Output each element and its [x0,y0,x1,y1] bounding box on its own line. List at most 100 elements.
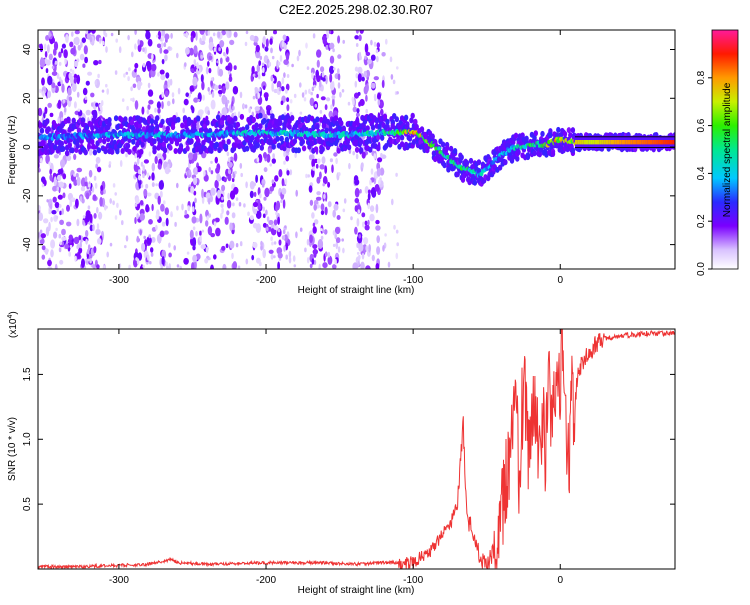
spectrogram-noise-cell [376,42,380,49]
spectrogram-noise-cell [199,37,202,45]
spectrogram-noise-cell [85,192,90,200]
spectrogram-noise-cell [354,80,358,88]
spectrogram-noise-cell [66,204,70,212]
spectrogram-noise-cell [38,107,43,117]
spectrogram-noise-cell [184,209,188,216]
spectrogram-ridge-halo [403,114,409,121]
spectrogram-noise-cell [250,74,254,82]
spectrogram-tail-core [672,140,675,145]
spectrogram-noise-cell [91,102,94,107]
spectrogram-ridge-halo [107,117,112,123]
spectrogram-noise-cell [44,106,48,115]
spectrogram-noise-cell [224,101,228,109]
spectrogram-noise-cell [252,95,256,100]
spectrogram-noise-cell [352,262,358,269]
spectrogram-x-tick-label: -300 [109,275,129,286]
spectrogram-noise-cell [75,198,79,209]
spectrogram-noise-cell [261,72,266,77]
spectrogram-x-tick-label: -100 [403,275,423,286]
spectrogram-noise-cell [123,73,126,78]
spectrogram-tail-core [652,140,657,145]
spectrogram-noise-cell [201,188,204,199]
spectrogram-ridge-halo [452,148,458,154]
spectrogram-ridge-halo [258,123,263,130]
spectrogram-noise-cell [229,39,235,46]
spectrogram-tail-core [599,140,604,145]
spectrogram-noise-cell [315,163,319,169]
spectrogram-noise-cell [89,224,94,232]
spectrogram-ridge-halo [390,119,395,126]
spectrogram-noise-cell [264,187,270,198]
spectrogram-noise-cell [125,235,129,242]
spectrogram-noise-cell [227,192,230,200]
spectrogram-noise-cell [147,89,154,97]
spectrogram-noise-cell [322,77,326,82]
spectrogram-noise-cell [281,40,285,48]
spectrogram-noise-cell [364,186,369,194]
spectrogram-noise-cell [227,169,232,175]
spectrogram-noise-cell [315,196,322,201]
spectrogram-noise-cell [239,162,243,169]
spectrogram-noise-cell [363,70,367,78]
spectrogram-noise-cell [262,67,265,73]
spectrogram-heatmap [38,30,675,269]
colorbar-scale [711,29,739,270]
snr-panel: -300 -200 -100 0 0.5 1.0 1.5 Height of straig… [7,311,676,596]
spectrogram-tail-core [603,140,608,145]
spectrogram-ridge-halo [300,138,305,145]
spectrogram-noise-cell [52,37,55,44]
spectrogram-noise-cell [214,84,219,91]
spectrogram-noise-cell [282,34,287,41]
spectrogram-noise-cell [291,63,294,68]
spectrogram-noise-cell [327,181,331,188]
spectrogram-noise-cell [60,48,64,54]
spectrogram-noise-cell [185,47,190,55]
spectrogram-x-ticks: -300 -200 -100 0 [109,30,563,286]
spectrogram-noise-cell [192,226,196,231]
spectrogram-noise-cell [256,64,260,73]
spectrogram-noise-cell [168,252,172,258]
spectrogram-noise-cell [367,189,371,194]
spectrogram-noise-cell [219,40,225,48]
spectrogram-ridge-halo [155,123,160,130]
spectrogram-noise-cell [148,151,152,157]
spectrogram-noise-cell [74,60,79,68]
spectrogram-noise-cell [301,92,305,98]
spectrogram-noise-cell [277,252,283,259]
spectrogram-noise-cell [253,41,258,46]
spectrogram-noise-cell [205,247,209,254]
spectrogram-noise-cell [187,205,191,212]
spectrogram-ridge-halo [532,150,537,157]
spectrogram-noise-cell [106,251,109,258]
spectrogram-noise-cell [200,244,206,250]
spectrogram-ridge-halo [92,149,98,156]
spectrogram-noise-cell [176,182,179,189]
spectrogram-noise-cell [97,238,102,245]
spectrogram-tail-core [605,140,610,145]
spectrogram-noise-cell [90,30,96,34]
spectrogram-ridge-halo [358,147,364,154]
spectrogram-ridge-halo [503,159,508,166]
spectrogram-noise-cell [245,30,249,35]
snr-x-tick-label: -200 [256,575,276,586]
spectrogram-noise-cell [341,238,345,242]
spectrogram-noise-cell [367,58,372,65]
spectrogram-noise-cell [321,71,325,78]
spectrogram-noise-cell [225,81,230,90]
spectrogram-noise-cell [207,30,211,36]
spectrogram-noise-cell [182,107,185,114]
spectrogram-noise-cell [38,204,41,211]
spectrogram-noise-cell [329,55,335,64]
spectrogram-noise-cell [299,111,303,115]
spectrogram-noise-cell [76,243,80,250]
spectrogram-noise-cell [208,213,211,218]
spectrogram-noise-cell [82,87,88,96]
spectrogram-noise-cell [48,221,51,232]
spectrogram-noise-cell [148,99,154,105]
spectrogram-noise-cell [273,30,277,35]
spectrogram-noise-cell [255,210,262,219]
spectrogram-noise-cell [49,168,53,175]
spectrogram-ridge-halo [129,119,135,126]
spectrogram-noise-cell [310,91,314,96]
spectrogram-noise-cell [334,226,341,235]
